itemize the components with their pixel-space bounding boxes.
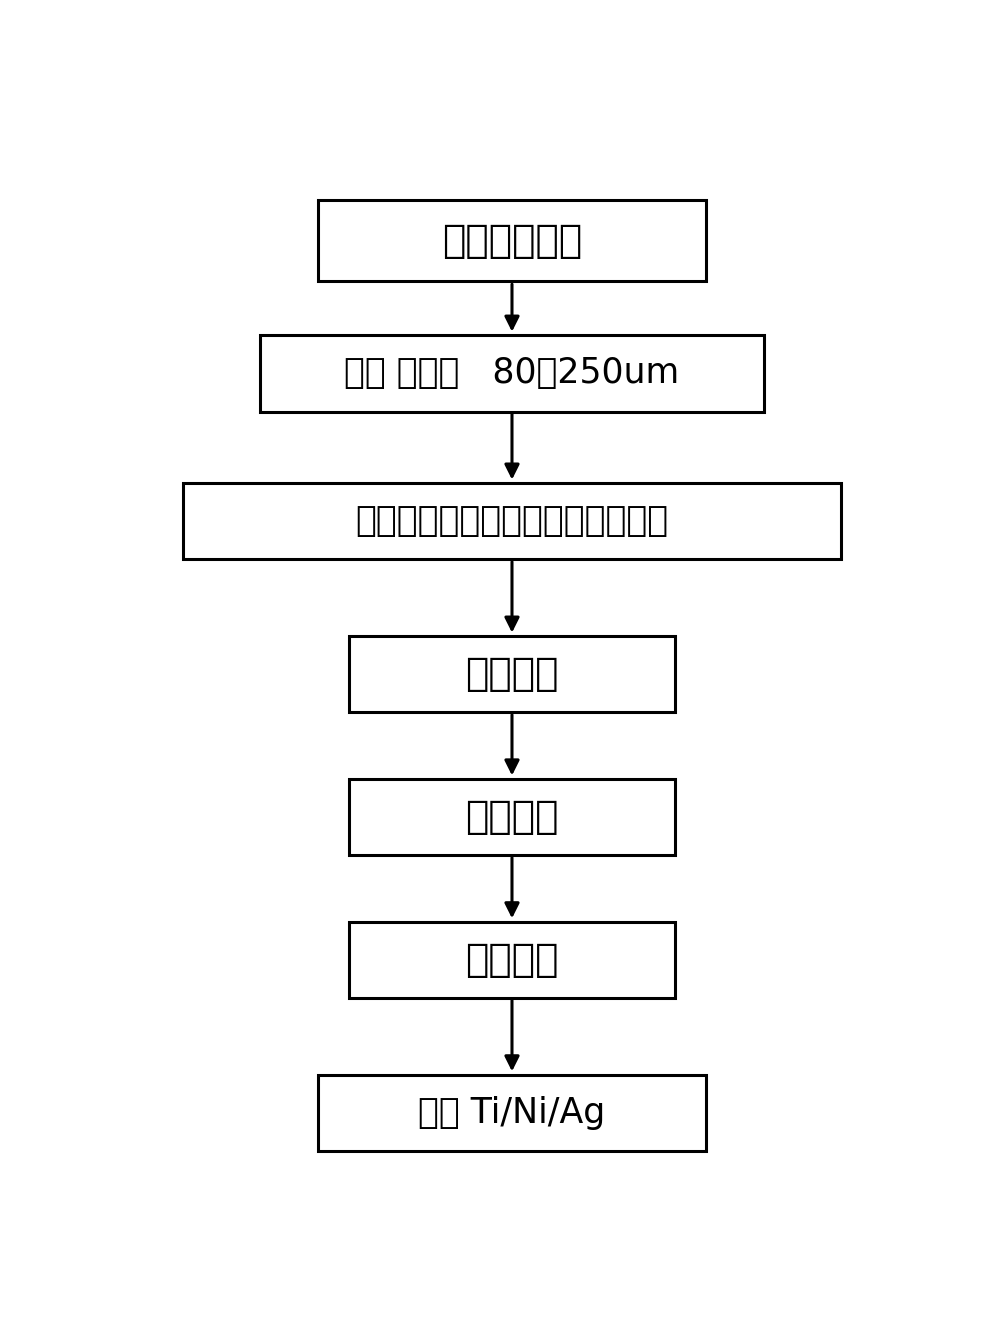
- Bar: [319, 1075, 705, 1151]
- Text: 背面 Ti/Ni/Ag: 背面 Ti/Ni/Ag: [419, 1096, 605, 1130]
- Text: 低温退火: 低温退火: [466, 798, 558, 836]
- Text: 背面注硅或锂等进行预非晶化处理: 背面注硅或锂等进行预非晶化处理: [356, 505, 668, 538]
- Bar: [350, 779, 674, 856]
- Text: 背面溅铝: 背面溅铝: [466, 941, 558, 979]
- Bar: [183, 482, 841, 559]
- Text: 硅片 减薄到   80～250um: 硅片 减薄到 80～250um: [345, 356, 679, 391]
- Bar: [319, 200, 705, 281]
- Bar: [350, 922, 674, 998]
- Bar: [261, 335, 763, 412]
- Bar: [350, 636, 674, 713]
- Text: 正面加工完成: 正面加工完成: [442, 221, 582, 260]
- Text: 背面注硜: 背面注硜: [466, 656, 558, 693]
